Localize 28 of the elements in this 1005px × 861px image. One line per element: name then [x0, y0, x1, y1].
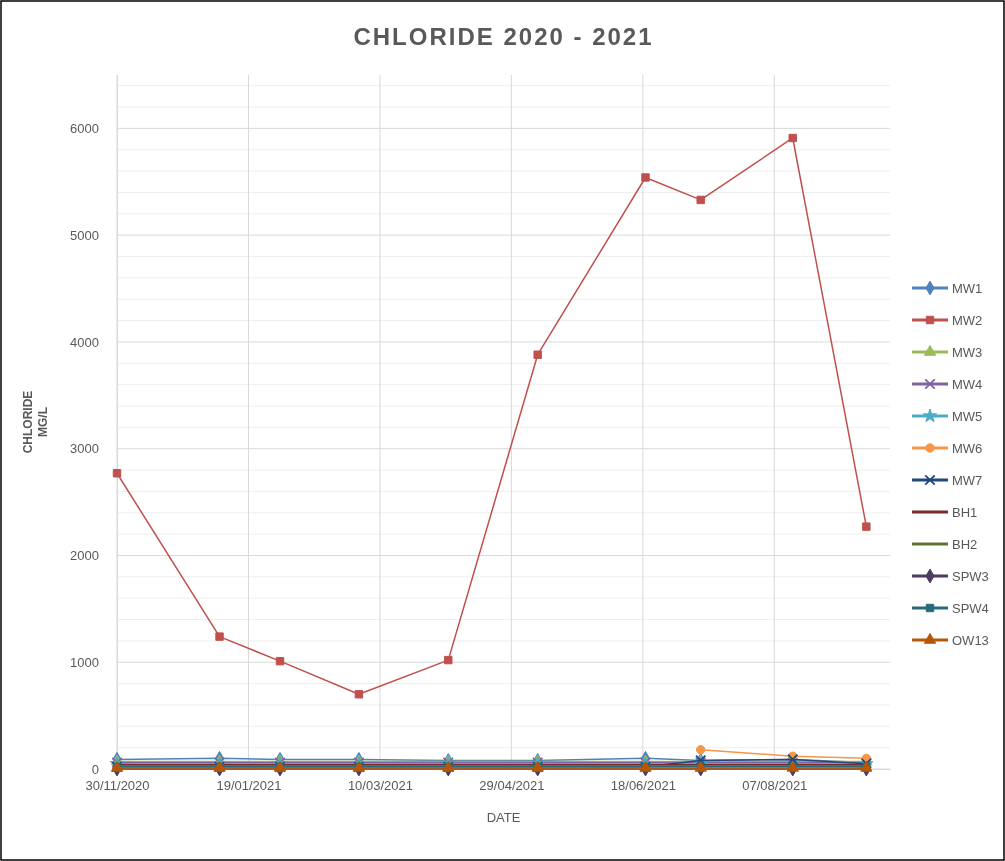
x-tick-label: 19/01/2021	[216, 778, 282, 794]
x-tick-label: 30/11/2020	[85, 778, 150, 794]
y-tick-label: 4000	[70, 334, 99, 350]
legend-label: MW2	[952, 313, 983, 328]
legend-label: SPW3	[952, 569, 989, 584]
x-tick-label: 10/03/2021	[347, 778, 413, 794]
legend-label: MW1	[952, 281, 983, 296]
y-tick-label: 3000	[70, 441, 99, 457]
legend-label: MW5	[952, 409, 983, 424]
x-tick-label: 18/06/2021	[610, 778, 676, 794]
legend-label: OW13	[952, 633, 989, 648]
y-tick-label: 0	[91, 761, 99, 777]
y-tick-label: 5000	[70, 227, 99, 243]
legend-label: BH2	[952, 537, 978, 552]
x-axis-title: DATE	[486, 810, 521, 825]
y-tick-label: 6000	[70, 121, 99, 137]
legend-label: MW3	[952, 345, 983, 360]
legend-label: MW6	[952, 441, 983, 456]
y-tick-label: 1000	[70, 654, 99, 670]
legend-label: MW4	[952, 377, 983, 392]
x-tick-label: 07/08/2021	[742, 778, 808, 794]
y-axis-title: CHLORIDE MG/L	[21, 390, 50, 454]
chart-title: CHLORIDE 2020 - 2021	[353, 23, 654, 50]
legend-label: BH1	[952, 505, 978, 520]
legend-label: MW7	[952, 473, 983, 488]
legend-label: SPW4	[952, 601, 989, 616]
x-tick-label: 29/04/2021	[479, 778, 545, 794]
y-tick-label: 2000	[70, 548, 99, 564]
